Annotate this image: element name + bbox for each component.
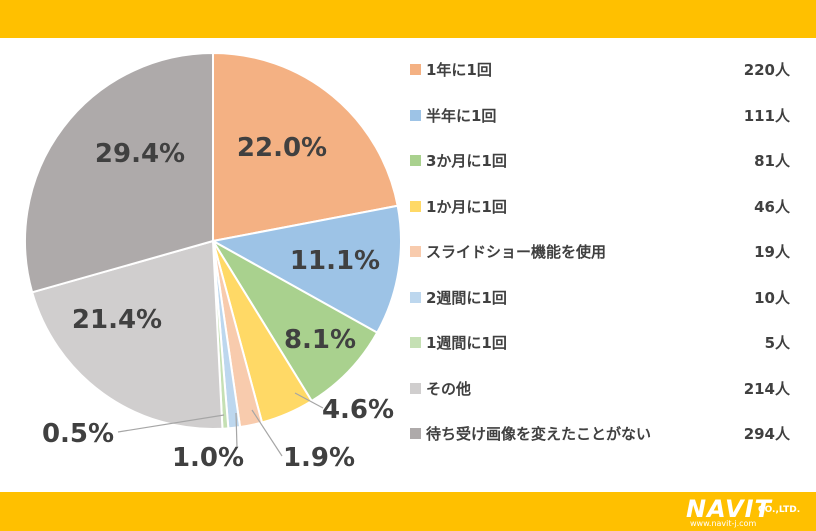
pie-slice	[24, 51, 214, 294]
legend-count: 220人	[743, 61, 790, 79]
legend-item: 1か月に1回 46人	[400, 195, 790, 219]
legend-swatch	[410, 246, 421, 257]
legend-count: 294人	[743, 425, 790, 443]
legend-label: 1週間に1回	[426, 334, 507, 352]
legend-count: 10人	[754, 288, 790, 307]
legend-count: 46人	[754, 197, 790, 216]
legend-swatch	[410, 428, 421, 439]
legend-swatch	[410, 64, 421, 75]
logo-text: NAVIT	[686, 495, 772, 523]
leader-line	[294, 392, 324, 409]
data-label: 8.1%	[284, 325, 356, 355]
data-label: 21.4%	[72, 305, 162, 335]
data-label: 1.0%	[172, 443, 244, 473]
legend-item: 半年に1回 111人	[400, 104, 790, 128]
data-label: 0.5%	[42, 419, 114, 449]
legend-label: その他	[426, 379, 472, 398]
legend-item: スライドショー機能を使用 19人	[400, 240, 790, 264]
header-bar	[0, 0, 816, 38]
data-label: 11.1%	[290, 246, 380, 276]
legend-label: スライドショー機能を使用	[426, 243, 607, 261]
data-label: 22.0%	[237, 133, 327, 163]
data-label: 1.9%	[283, 443, 355, 473]
legend-item: 待ち受け画像を変えたことがない 294人	[400, 422, 790, 446]
legend-item: 2週間に1回 10人	[400, 286, 790, 310]
legend-label: 1年に1回	[426, 61, 492, 79]
legend-swatch	[410, 337, 421, 348]
logo-suffix: CO.,LTD.	[758, 505, 801, 515]
legend-count: 214人	[743, 379, 790, 398]
footer-bar	[0, 492, 816, 531]
navit-logo: NAVIT CO.,LTD. www.navit-j.com	[686, 495, 806, 529]
leader-line	[117, 414, 225, 433]
data-label: 29.4%	[95, 139, 185, 169]
legend-item: 3か月に1回 81人	[400, 149, 790, 173]
legend-swatch	[410, 382, 421, 394]
pie-slice	[210, 238, 379, 403]
legend-count: 111人	[743, 106, 790, 125]
leader-line	[235, 412, 238, 449]
legend-item: 1年に1回 220人	[400, 58, 790, 82]
legend-label: 2週間に1回	[426, 288, 507, 307]
legend-swatch	[410, 109, 421, 121]
legend-label: 待ち受け画像を変えたことがない	[426, 425, 652, 443]
pie-slice	[210, 204, 402, 334]
legend-label: 半年に1回	[426, 106, 497, 125]
legend-item: 1週間に1回 5人	[400, 331, 790, 355]
pie-slice	[212, 51, 399, 243]
legend-swatch	[410, 155, 421, 166]
data-label: 4.6%	[322, 395, 394, 425]
legend-count: 5人	[764, 334, 790, 352]
legend-swatch	[410, 200, 421, 212]
pie-chart: 22.0% 11.1% 8.1% 4.6% 1.9% 1.0% 0.5% 21.4% 29.4%	[24, 51, 402, 473]
legend-count: 19人	[754, 243, 790, 261]
legend-item: その他 214人	[400, 377, 790, 401]
pie-slice	[30, 239, 224, 430]
legend-swatch	[410, 291, 421, 303]
legend-label: 3か月に1回	[426, 152, 507, 170]
leader-line	[251, 409, 283, 457]
logo-url: www.navit-j.com	[690, 519, 757, 528]
legend-count: 81人	[754, 152, 790, 170]
legend-label: 1か月に1回	[426, 197, 507, 216]
